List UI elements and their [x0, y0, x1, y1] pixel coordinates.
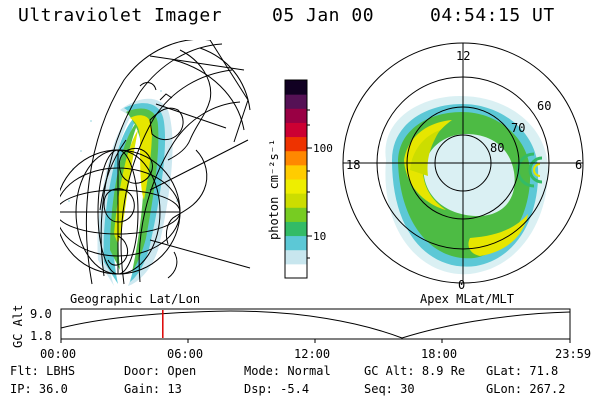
dsp-status: Dsp: -5.4 [244, 382, 309, 396]
glat-label: GLat: [486, 364, 523, 378]
mlat-label-70: 70 [511, 121, 525, 135]
seq-value: 30 [400, 382, 415, 396]
colorbar-swatch [285, 263, 307, 279]
colorbar-swatch [285, 164, 307, 180]
colorbar-swatch [285, 193, 307, 208]
colorbar-tick-100: 100 [313, 142, 333, 155]
colorbar-tick-10: 10 [313, 230, 326, 243]
mode-label: Mode: [244, 364, 281, 378]
filter-value: LBHS [46, 364, 76, 378]
left-panel-caption: Geographic Lat/Lon [70, 292, 200, 306]
colorbar-unit-label: photon cm⁻²s⁻¹ [267, 139, 281, 240]
time-tick-0000: 00:00 [40, 347, 76, 361]
mlt-label-18: 18 [346, 158, 360, 172]
time-tick-1200: 12:00 [294, 347, 330, 361]
glat-value: 71.8 [529, 364, 559, 378]
ip-value: 36.0 [38, 382, 68, 396]
mlat-label-60: 60 [537, 99, 551, 113]
door-value: Open [167, 364, 197, 378]
altitude-axis-label: GC Alt [11, 305, 25, 348]
gc-alt-value: 8.9 Re [421, 364, 466, 378]
altitude-ymin: 1.8 [30, 329, 52, 343]
filter-label: Flt: [10, 364, 39, 378]
colorbar-swatch [285, 150, 307, 166]
time-tick-0600: 06:00 [167, 347, 203, 361]
seq-label: Seq: [364, 382, 393, 396]
altitude-strip: GC Alt 9.0 1.8 00:00 06:00 12:00 18:00 2… [11, 305, 591, 361]
colorbar-swatch [285, 122, 307, 138]
glon-label: GLon: [486, 382, 523, 396]
mlt-label-6: 6 [575, 158, 582, 172]
glon-status: GLon: 267.2 [486, 382, 565, 396]
altitude-ymax: 9.0 [30, 307, 52, 321]
polar-plot: 12 18 6 0 60 70 80 [342, 42, 584, 292]
colorbar-swatch [285, 179, 307, 194]
door-label: Door: [124, 364, 161, 378]
mlt-label-12: 12 [456, 49, 470, 63]
colorbar-swatch [285, 136, 307, 152]
colorbar-swatch [285, 80, 307, 95]
gc-alt-status: GC Alt: 8.9 Re [364, 364, 465, 378]
observation-date: 05 Jan 00 [272, 5, 375, 26]
gain-value: 13 [167, 382, 182, 396]
mlat-label-80: 80 [490, 141, 504, 155]
mode-status: Mode: Normal [244, 364, 331, 378]
colorbar: 100 10 photon cm⁻²s⁻¹ [267, 79, 333, 279]
mlt-label-0: 0 [458, 278, 465, 292]
dsp-value: -5.4 [280, 382, 310, 396]
time-tick-1800: 18:00 [421, 347, 457, 361]
colorbar-swatch [285, 207, 307, 222]
filter-status: Flt: LBHS [10, 364, 75, 378]
glat-status: GLat: 71.8 [486, 364, 558, 378]
door-status: Door: Open [124, 364, 196, 378]
glon-value: 267.2 [529, 382, 566, 396]
ip-status: IP: 36.0 [10, 382, 68, 396]
geographic-map [60, 40, 251, 286]
instrument-title: Ultraviolet Imager [18, 5, 223, 26]
colorbar-swatch [285, 94, 307, 109]
colorbar-swatch [285, 108, 307, 123]
colorbar-swatch [285, 235, 307, 251]
mode-value: Normal [287, 364, 331, 378]
colorbar-swatch [285, 221, 307, 237]
seq-status: Seq: 30 [364, 382, 415, 396]
gain-label: Gain: [124, 382, 161, 396]
gc-alt-label: GC Alt: [364, 364, 415, 378]
colorbar-swatch [285, 249, 307, 265]
gain-status: Gain: 13 [124, 382, 182, 396]
ip-label: IP: [10, 382, 32, 396]
time-tick-2359: 23:59 [555, 347, 591, 361]
observation-time: 04:54:15 UT [430, 5, 555, 26]
dsp-label: Dsp: [244, 382, 273, 396]
right-panel-caption: Apex MLat/MLT [420, 292, 514, 306]
